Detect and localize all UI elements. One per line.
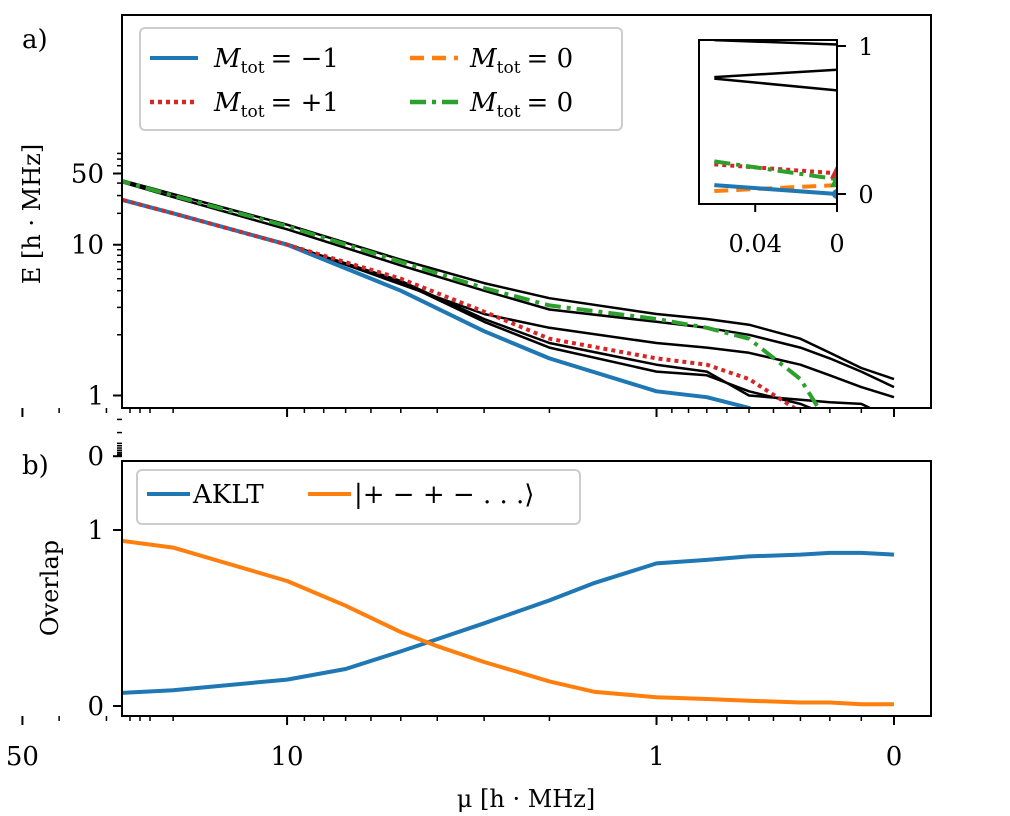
x-tick-label: 10 [271,742,304,772]
series-line [122,197,754,408]
panel-b-frame [121,460,932,717]
series-line [122,538,894,707]
inset-frame [698,39,838,205]
panel-a-legend-box [139,27,623,131]
y-tick-label: 0 [87,692,104,722]
legend-label-mtot-plus1: Mtot = +1 [213,88,339,122]
panel-b-label: b) [22,451,49,481]
series-line [122,198,814,408]
panel-a-ticks: 0 1 10 50 [21,152,895,472]
legend-label-mtot-0-dashed: Mtot = 0 [469,44,573,78]
series-line [714,68,837,79]
inset-series [714,40,837,199]
panel-a-label: a) [22,25,48,55]
panel-a-ylabel: E [h · MHz] [18,144,46,284]
series-line [122,550,895,695]
series-line [122,179,895,381]
panel-b-ylabel: Overlap [36,540,64,636]
x-tick-label: 50 [6,742,39,772]
y-tick-label: 10 [71,231,104,261]
y-tick-label: 1 [87,516,104,546]
series-line [714,183,837,196]
green-triangle-marker [830,173,837,188]
x-tick-label: 1 [648,742,665,772]
panel-b-ticks: 50 10 1 001 [6,516,902,772]
series-line [122,198,873,408]
legend-label-neel: |+ − + − . . .⟩ [354,480,534,510]
panel-a-frame [121,14,932,409]
panel-b: 50 10 1 001 Overlap μ [h · MHz] AKLT |+ − +… [6,460,932,813]
inset-y-tick-label: 1 [858,33,873,61]
series-line [122,197,799,408]
panel-b-legend: AKLT |+ − + − . . .⟩ [136,469,581,525]
panel-a-inset: 0.04 00 1 [698,33,874,258]
legend-label-aklt: AKLT [192,480,264,510]
inset-ticks: 0.04 00 1 [729,33,874,258]
y-tick-label: 0 [87,442,104,472]
red-triangle-marker [830,164,837,179]
panel-b-legend-box [136,469,581,525]
series-line [122,180,895,389]
panel-a-legend: Mtot = −1 Mtot = +1 Mtot = 0 Mtot = 0 [139,27,623,131]
panel-a-series [122,179,895,408]
y-tick-label: 1 [87,382,104,412]
x-tick-label: 0 [886,742,903,772]
series-line [714,159,837,182]
series-line [714,77,837,92]
blue-circle-marker [832,189,837,199]
legend-label-mtot-minus1: Mtot = −1 [213,44,339,78]
legend-label-mtot-0-dashdot: Mtot = 0 [469,88,573,122]
inset-x-tick-label: 0.04 [729,230,782,258]
panel-b-xlabel: μ [h · MHz] [457,785,595,813]
panel-b-series [122,538,895,707]
inset-background [699,40,837,204]
y-tick-label: 50 [71,160,104,190]
inset-y-tick-label: 0 [858,181,873,209]
inset-x-tick-label: 0 [829,230,844,258]
